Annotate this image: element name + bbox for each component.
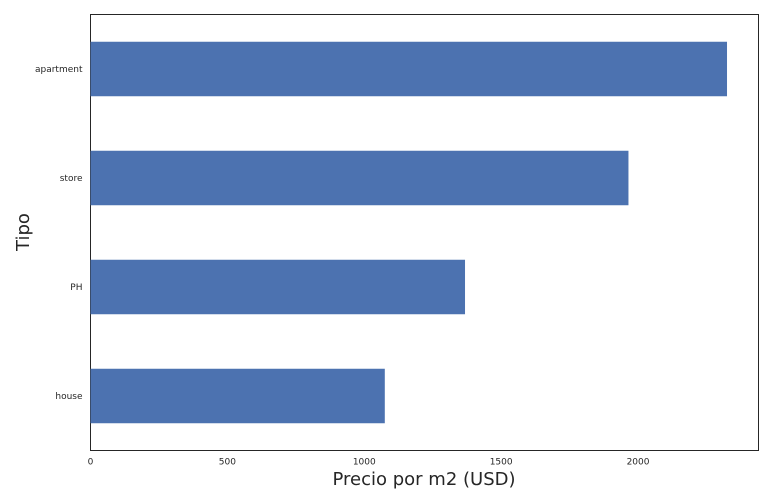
x-tick-label-2000: 2000 bbox=[627, 458, 650, 468]
x-tick-labels: 0 500 1000 1500 2000 bbox=[88, 458, 650, 468]
x-axis-label: Precio por m2 (USD) bbox=[332, 469, 515, 490]
bar-apartment bbox=[90, 41, 728, 97]
bars-group bbox=[90, 41, 728, 424]
y-axis-label: Tipo bbox=[13, 213, 34, 252]
y-tick-labels: apartment store PH house bbox=[35, 65, 83, 402]
y-tick-label-apartment: apartment bbox=[35, 65, 83, 75]
x-tick-label-1000: 1000 bbox=[353, 458, 376, 468]
x-tick-label-0: 0 bbox=[88, 458, 94, 468]
y-tick-label-store: store bbox=[60, 174, 83, 184]
bar-house bbox=[90, 368, 385, 424]
bar-ph bbox=[90, 259, 466, 315]
y-tick-label-ph: PH bbox=[70, 283, 82, 293]
x-tick-label-500: 500 bbox=[219, 458, 236, 468]
y-tick-label-house: house bbox=[55, 392, 83, 402]
bar-store bbox=[90, 150, 629, 206]
x-tick-label-1500: 1500 bbox=[490, 458, 513, 468]
